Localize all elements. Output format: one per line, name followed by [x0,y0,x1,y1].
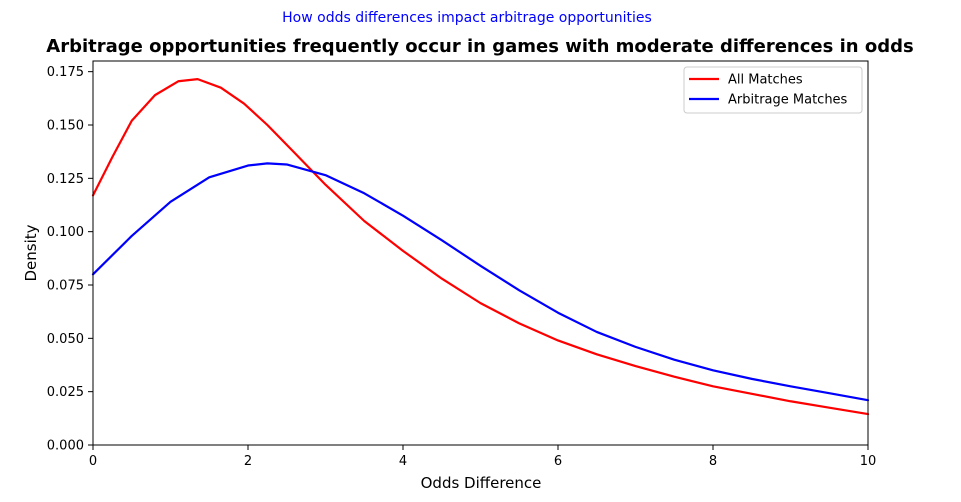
x-axis-ticks: 0 2 4 6 8 10 [89,445,876,469]
chart-suptitle: How odds differences impact arbitrage op… [282,10,652,26]
y-tick-label: 0.100 [47,225,84,240]
y-tick-label: 0.050 [47,332,84,347]
plot-lines [91,78,870,416]
y-axis-label: Density [22,224,40,281]
axes-frame [92,60,869,446]
x-tick-label: 8 [709,454,717,469]
chart-title: Arbitrage opportunities frequently occur… [46,36,913,57]
y-axis-ticks: 0.000 0.025 0.050 0.075 0.100 0.125 0.150 0.175 [47,65,93,454]
x-axis-label: Odds Difference [421,474,542,492]
x-tick-label: 6 [554,454,562,469]
y-tick-label: 0.025 [47,385,84,400]
series-line-1 [91,78,870,416]
y-tick-label: 0.150 [47,119,84,134]
legend: All Matches Arbitrage Matches [683,66,863,114]
y-tick-label: 0.000 [47,439,84,454]
x-tick-label: 4 [399,454,407,469]
legend-label-1: All Matches [728,73,803,88]
x-tick-label: 10 [860,454,877,469]
legend-label-2: Arbitrage Matches [728,93,848,108]
x-tick-label: 2 [244,454,252,469]
series-line-2 [91,162,870,402]
legend-box [683,66,863,114]
y-tick-label: 0.075 [47,279,84,294]
x-tick-label: 0 [89,454,97,469]
y-tick-label: 0.125 [47,172,84,187]
y-tick-label: 0.175 [47,65,84,80]
